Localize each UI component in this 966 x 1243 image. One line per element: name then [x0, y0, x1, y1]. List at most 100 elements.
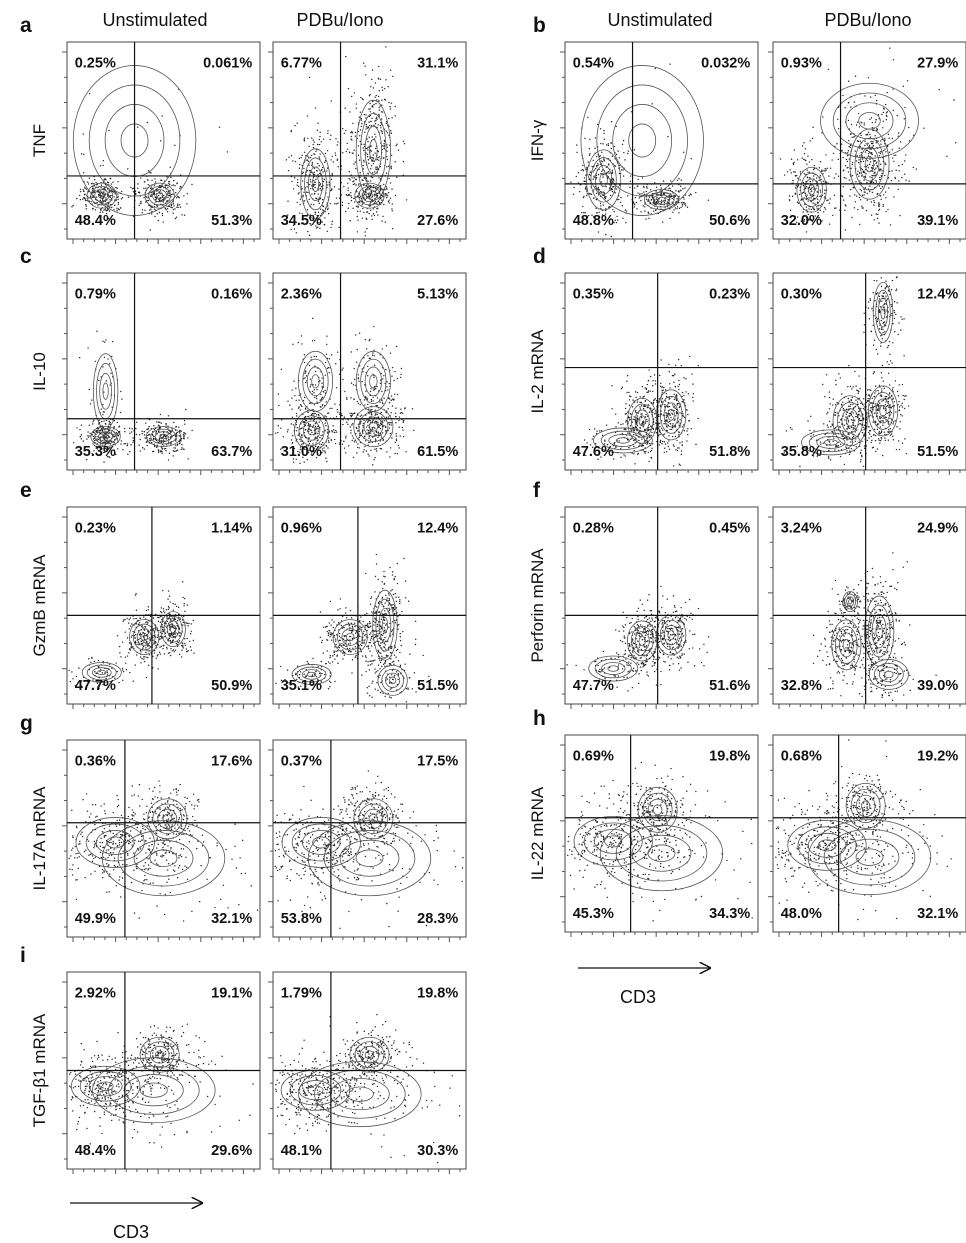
- event-dot: [141, 209, 144, 211]
- event-dot: [383, 142, 385, 145]
- event-dot: [341, 443, 344, 445]
- event-dot: [675, 395, 677, 397]
- event-dot: [662, 180, 665, 182]
- event-dot: [863, 170, 865, 172]
- event-dot: [167, 186, 169, 189]
- event-dot: [891, 137, 894, 140]
- event-dot: [369, 111, 371, 113]
- event-dot: [104, 432, 107, 434]
- event-dot: [644, 210, 646, 212]
- event-dot: [659, 404, 662, 406]
- event-dot: [653, 413, 656, 415]
- event-dot: [875, 99, 878, 102]
- event-dot: [145, 441, 148, 443]
- event-dot: [847, 397, 850, 400]
- event-dot: [819, 205, 821, 207]
- event-dot: [155, 201, 157, 203]
- event-dot: [161, 212, 164, 215]
- event-dot: [873, 160, 876, 162]
- event-dot: [342, 152, 344, 154]
- event-dot: [912, 166, 915, 169]
- event-dot: [389, 108, 392, 110]
- event-dot: [861, 205, 863, 207]
- event-dot: [647, 380, 650, 382]
- event-dot: [596, 165, 598, 167]
- event-dot: [368, 455, 370, 457]
- event-dot: [385, 172, 388, 174]
- event-dot: [107, 441, 109, 443]
- event-dot: [658, 374, 661, 377]
- event-dot: [597, 231, 600, 233]
- event-dot: [92, 435, 95, 438]
- event-dot: [664, 400, 667, 402]
- event-dot: [174, 217, 177, 220]
- event-dot: [592, 197, 595, 200]
- event-dot: [851, 161, 854, 164]
- event-dot: [613, 145, 616, 148]
- event-dot: [167, 459, 170, 461]
- event-dot: [683, 198, 685, 200]
- event-dot: [855, 124, 858, 126]
- event-dot: [681, 400, 683, 403]
- event-dot: [120, 198, 123, 200]
- event-dot: [876, 161, 878, 163]
- event-dot: [661, 195, 663, 197]
- event-dot: [904, 160, 906, 162]
- event-dot: [895, 154, 897, 156]
- event-dot: [88, 197, 90, 199]
- event-dot: [648, 369, 650, 371]
- event-dot: [871, 153, 874, 156]
- event-dot: [333, 431, 336, 434]
- event-dot: [379, 427, 382, 430]
- event-dot: [614, 413, 617, 415]
- event-dot: [354, 412, 356, 414]
- event-dot: [375, 166, 377, 168]
- event-dot: [880, 195, 882, 197]
- event-dot: [376, 196, 379, 198]
- event-dot: [852, 428, 854, 430]
- event-dot: [624, 159, 626, 161]
- event-dot: [847, 421, 850, 423]
- event-dot: [311, 164, 313, 167]
- event-dot: [859, 452, 862, 454]
- event-dot: [130, 444, 132, 446]
- event-dot: [302, 171, 304, 174]
- event-dot: [370, 398, 373, 401]
- event-dot: [314, 107, 317, 109]
- event-dot: [363, 62, 365, 64]
- event-dot: [644, 405, 647, 407]
- event-dot: [100, 190, 102, 192]
- event-dot: [805, 231, 808, 233]
- event-dot: [72, 204, 74, 207]
- event-dot: [305, 191, 308, 193]
- event-dot: [370, 167, 372, 170]
- event-dot: [644, 400, 646, 402]
- event-dot: [80, 153, 83, 155]
- event-dot: [317, 122, 319, 124]
- event-dot: [624, 455, 627, 457]
- event-dot: [302, 195, 304, 198]
- event-dot: [395, 439, 398, 442]
- event-dot: [365, 348, 368, 350]
- event-dot: [589, 153, 591, 155]
- event-dot: [583, 439, 586, 441]
- event-dot: [379, 401, 381, 403]
- event-dot: [302, 399, 305, 402]
- event-dot: [687, 428, 689, 430]
- event-dot: [861, 431, 864, 434]
- event-dot: [652, 421, 655, 424]
- event-dot: [642, 420, 645, 423]
- event-dot: [350, 199, 353, 202]
- event-dot: [387, 416, 390, 418]
- event-dot: [842, 186, 845, 188]
- event-dot: [865, 134, 867, 136]
- event-dot: [385, 345, 388, 347]
- event-dot: [156, 446, 158, 448]
- event-dot: [695, 443, 697, 446]
- event-dot: [374, 420, 376, 423]
- event-dot: [381, 432, 384, 434]
- event-dot: [869, 176, 871, 178]
- event-dot: [871, 121, 874, 124]
- event-dot: [629, 425, 632, 427]
